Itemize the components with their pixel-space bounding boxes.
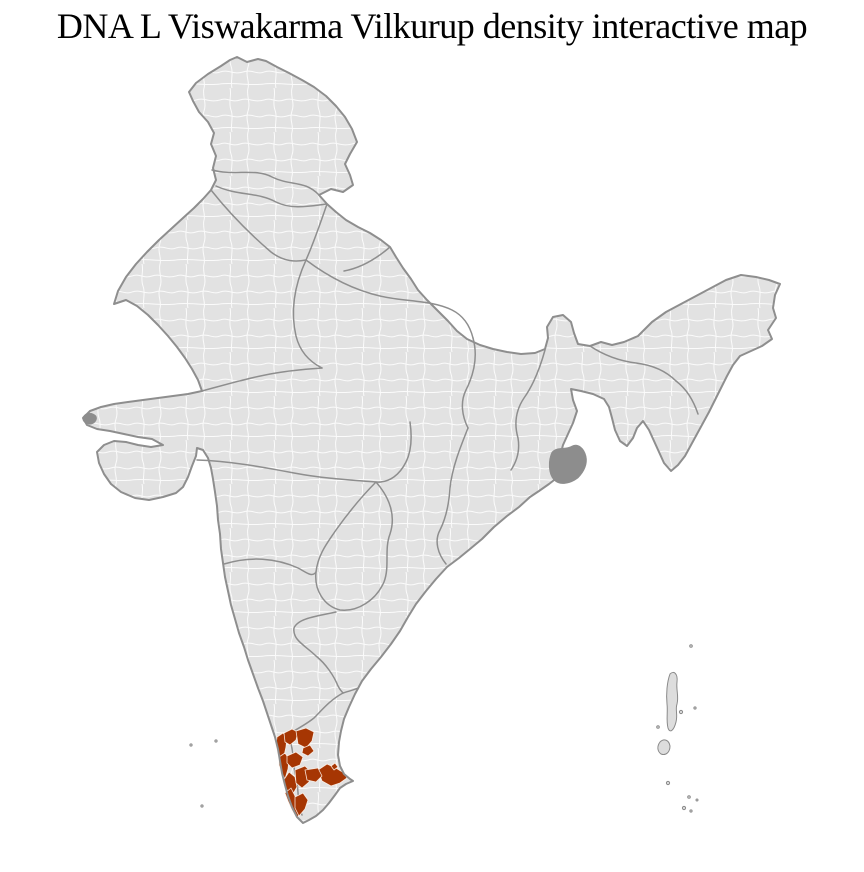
highlighted-district[interactable] (278, 752, 290, 780)
highlighted-district[interactable] (286, 751, 304, 769)
highlighted-district[interactable] (330, 762, 339, 771)
highlighted-district[interactable] (295, 727, 315, 749)
highlighted-district[interactable] (304, 767, 323, 783)
coastal-detail (82, 412, 587, 484)
highlighted-district[interactable] (317, 763, 348, 787)
kutch-tip-detail (82, 412, 97, 425)
lakshadweep-islands[interactable] (189, 739, 218, 808)
andaman-nicobar-islands[interactable] (656, 644, 699, 813)
state-boundaries (196, 169, 699, 816)
sundarbans-delta (548, 444, 587, 484)
india-outline (82, 56, 781, 824)
highlighted-district[interactable] (283, 728, 299, 746)
district-boundaries-mesh (83, 57, 780, 823)
highlighted-district[interactable] (294, 792, 309, 817)
page-title: DNA L Viswakarma Vilkurup density intera… (56, 6, 808, 46)
highlighted-district[interactable] (301, 744, 315, 757)
